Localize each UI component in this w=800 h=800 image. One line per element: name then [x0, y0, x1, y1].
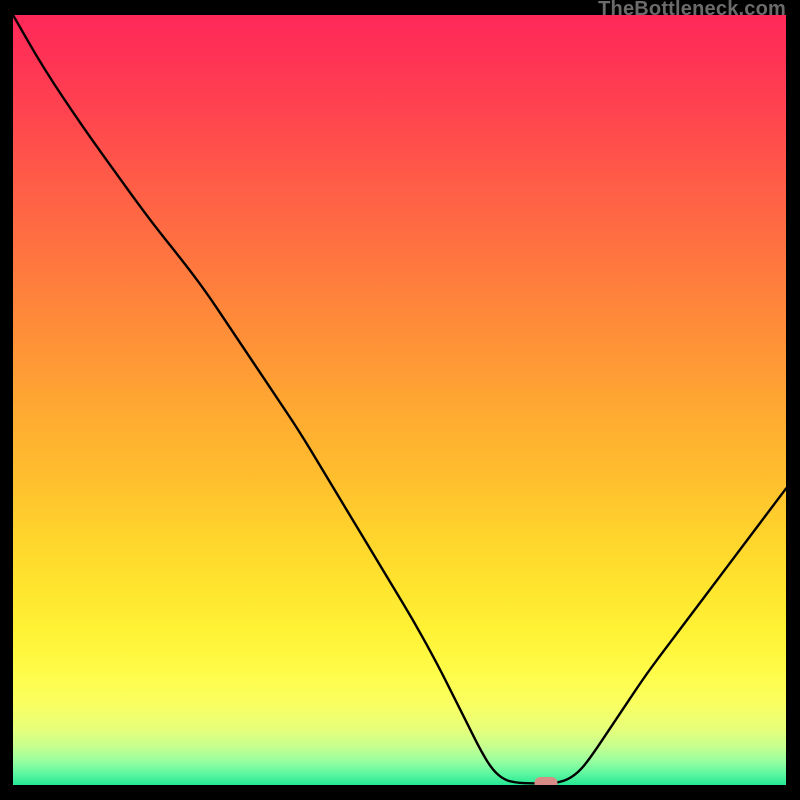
chart-frame: TheBottleneck.com	[0, 0, 800, 800]
attribution-label: TheBottleneck.com	[598, 0, 786, 21]
curve-path	[13, 15, 786, 783]
optimal-point-marker	[535, 777, 558, 785]
plot-area	[13, 15, 786, 785]
bottleneck-curve	[13, 15, 786, 785]
